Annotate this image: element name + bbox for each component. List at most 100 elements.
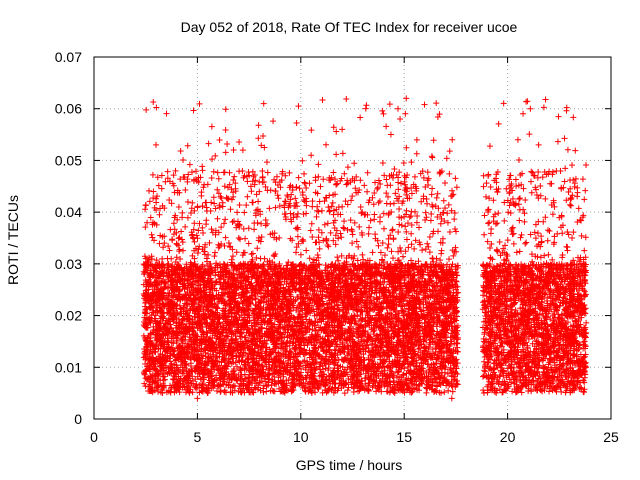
data-point (406, 214, 413, 221)
data-point (175, 235, 182, 242)
data-point (303, 185, 310, 192)
data-point (286, 169, 293, 176)
data-point (348, 197, 355, 204)
data-point (411, 173, 418, 180)
data-point (212, 249, 219, 256)
data-point (191, 238, 198, 245)
data-point (264, 220, 271, 227)
data-point (195, 246, 202, 253)
data-point (403, 144, 410, 151)
data-point (292, 195, 299, 202)
data-point (380, 210, 387, 217)
data-point (221, 220, 228, 227)
data-point (428, 210, 435, 217)
data-point (166, 247, 173, 254)
data-point (330, 169, 337, 176)
data-point (156, 211, 163, 218)
data-point (245, 240, 252, 247)
data-point (301, 198, 308, 205)
data-point (273, 173, 280, 180)
data-point (244, 193, 251, 200)
data-point (191, 220, 198, 227)
data-point (320, 176, 327, 183)
data-point (402, 110, 409, 117)
data-point (212, 152, 219, 159)
data-point (270, 118, 277, 125)
data-point (366, 224, 373, 231)
data-point (215, 175, 222, 182)
data-point (218, 224, 225, 231)
data-point (429, 185, 436, 192)
data-point (235, 234, 242, 241)
data-point (347, 217, 354, 224)
data-point (362, 105, 369, 112)
data-point (209, 156, 216, 163)
data-point (361, 182, 368, 189)
data-point (341, 390, 348, 397)
data-point (323, 141, 330, 148)
data-point (198, 192, 205, 199)
data-point (287, 210, 294, 217)
data-point (399, 253, 406, 260)
data-point (370, 201, 377, 208)
data-point (309, 234, 316, 241)
data-point (248, 188, 255, 195)
data-point (156, 240, 163, 247)
data-point (222, 149, 229, 156)
data-point (385, 241, 392, 248)
data-point (155, 182, 162, 189)
data-point (405, 244, 412, 251)
data-point (387, 201, 394, 208)
data-point (313, 213, 320, 220)
data-point (231, 173, 238, 180)
data-point (367, 217, 374, 224)
data-point (275, 195, 282, 202)
data-point (375, 242, 382, 249)
data-point (192, 168, 199, 175)
data-point (217, 193, 224, 200)
data-point (341, 218, 348, 225)
data-point (404, 220, 411, 227)
data-point (306, 255, 313, 262)
data-point (357, 177, 364, 184)
data-point (327, 229, 334, 236)
data-point (388, 248, 395, 255)
data-point (329, 199, 336, 206)
data-point (249, 199, 256, 206)
data-point (260, 100, 267, 107)
data-point (389, 226, 396, 233)
data-point (153, 199, 160, 206)
data-point (358, 210, 365, 217)
data-point (413, 136, 420, 143)
data-point (424, 240, 431, 247)
data-point (210, 168, 217, 175)
data-point (440, 197, 447, 204)
data-point (208, 123, 215, 130)
data-point (423, 214, 430, 221)
data-point (222, 216, 229, 223)
data-point (211, 200, 218, 207)
data-markers (140, 95, 590, 402)
data-point (309, 203, 316, 210)
data-point (319, 96, 326, 103)
data-point (165, 243, 172, 250)
data-point (383, 123, 390, 130)
data-point (434, 190, 441, 197)
data-point (205, 251, 212, 258)
data-point (295, 103, 302, 110)
data-point (422, 216, 429, 223)
data-point (315, 208, 322, 215)
data-point (210, 194, 217, 201)
data-point (437, 257, 444, 264)
data-point (379, 107, 386, 114)
data-point (142, 224, 149, 231)
data-point (429, 154, 436, 161)
data-point (396, 205, 403, 212)
data-point (266, 205, 273, 212)
data-point (254, 245, 261, 252)
data-point (402, 181, 409, 188)
data-point (344, 180, 351, 187)
data-point (437, 220, 444, 227)
data-point (433, 194, 440, 201)
data-point (344, 201, 351, 208)
